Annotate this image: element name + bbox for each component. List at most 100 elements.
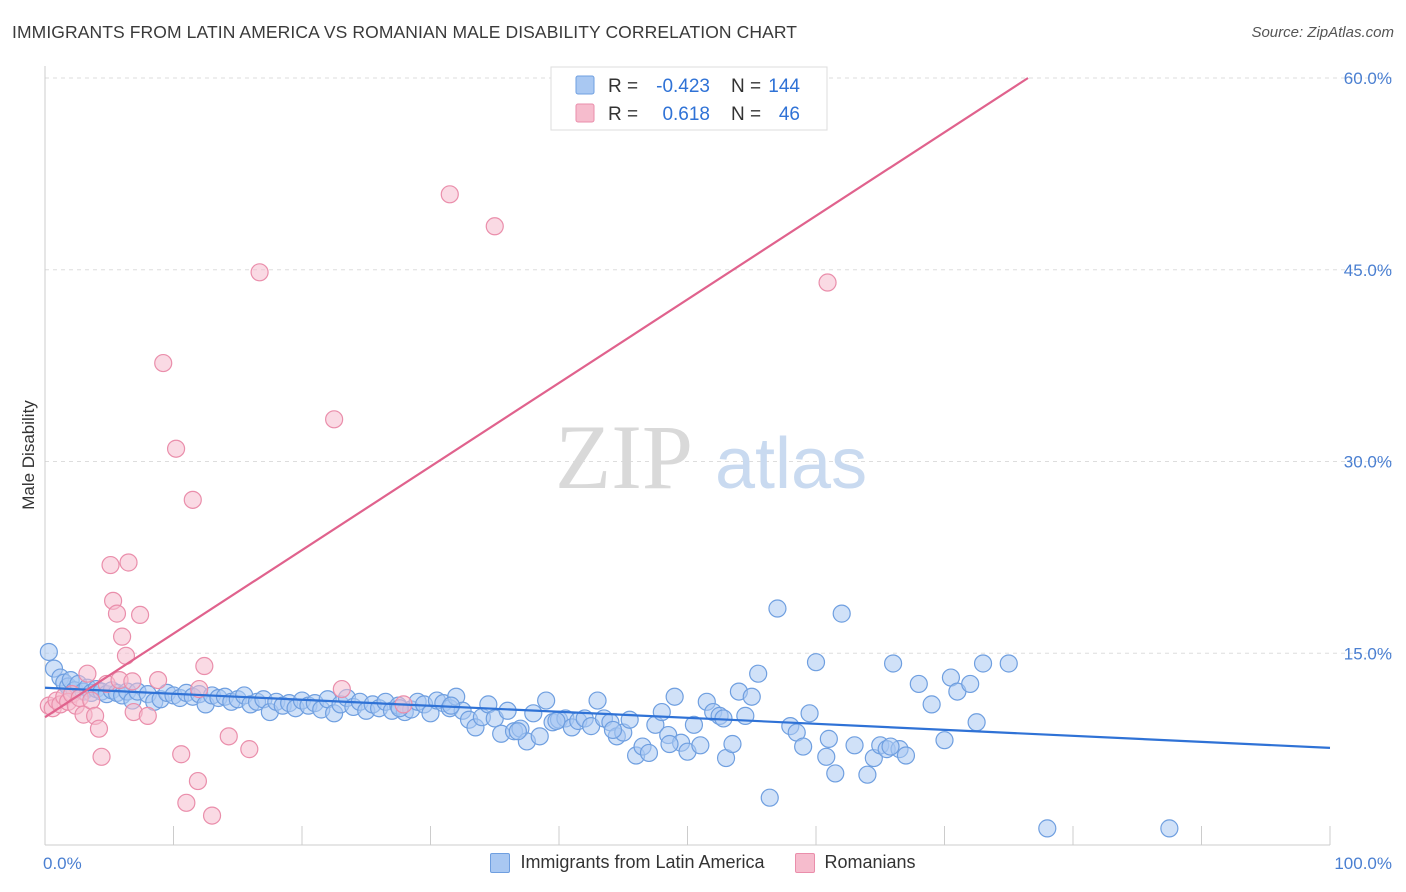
bottom-legend-swatch-pink (794, 852, 815, 873)
data-point-latin-america (660, 734, 679, 754)
data-point-latin-america (973, 654, 993, 673)
data-point-latin-america (832, 604, 851, 623)
data-point-latin-america (760, 788, 779, 807)
data-point-latin-america (665, 687, 684, 706)
data-point-latin-america (794, 737, 813, 756)
data-point-latin-america (909, 674, 928, 694)
y-tick-label: 45.0% (1344, 261, 1392, 280)
data-point-latin-america (922, 695, 941, 714)
data-point-romanians (138, 706, 157, 725)
trend-line-latin-america (44, 686, 1331, 749)
data-point-romanians (119, 553, 138, 572)
y-tick-label: 60.0% (1344, 69, 1392, 88)
bottom-legend-item-romanians: Romanians (794, 852, 916, 873)
data-point-romanians (177, 793, 196, 812)
bottom-legend-label-romanians: Romanians (824, 852, 916, 872)
legend-n-value-1: 144 (768, 76, 800, 97)
grid-lines (45, 77, 1392, 654)
data-point-latin-america (817, 747, 836, 766)
bottom-legend-swatch-blue (490, 852, 511, 873)
legend-n-label-2: N = (731, 104, 761, 125)
data-point-latin-america (639, 743, 659, 763)
axes (44, 66, 1331, 846)
bottom-legend: Immigrants from Latin America Romanians (0, 852, 1406, 873)
legend-r-value-1: -0.423 (656, 76, 710, 97)
legend-swatch-blue (575, 75, 595, 95)
data-point-romanians (183, 490, 202, 509)
legend-n-value-2: 46 (779, 104, 800, 125)
data-point-romanians (240, 740, 259, 759)
tick-labels: 15.0% 30.0% 45.0% 60.0% 0.0% 100.0% (43, 69, 1392, 873)
data-point-latin-america (935, 731, 954, 750)
data-point-latin-america (508, 722, 527, 741)
data-point-latin-america (826, 764, 845, 783)
data-point-romanians (190, 679, 209, 699)
data-point-latin-america (524, 704, 543, 723)
legend-swatch-pink (575, 103, 595, 123)
y-tick-label: 15.0% (1344, 644, 1392, 663)
data-point-romanians (440, 185, 459, 204)
data-point-romanians (92, 747, 111, 766)
data-point-romanians (219, 727, 238, 746)
data-point-romanians (112, 627, 132, 646)
data-point-romanians (172, 745, 191, 764)
data-point-latin-america (749, 664, 768, 683)
data-point-latin-america (999, 654, 1018, 673)
data-point-latin-america (806, 653, 826, 672)
data-point-romanians (188, 771, 208, 791)
data-point-romanians (82, 691, 101, 710)
watermark-zip: ZIP (555, 406, 693, 508)
x-tick-label-max: 100.0% (1334, 854, 1392, 873)
data-point-romanians (89, 719, 109, 738)
data-point-latin-america (896, 746, 916, 765)
data-point-romanians (250, 263, 269, 282)
data-point-latin-america (1160, 819, 1179, 838)
chart-title: IMMIGRANTS FROM LATIN AMERICA VS ROMANIA… (12, 22, 798, 42)
data-point-romanians (202, 806, 222, 825)
data-point-latin-america (819, 729, 838, 748)
data-point-latin-america (723, 734, 742, 754)
data-point-romanians (78, 664, 97, 683)
legend-r-label-1: R = (608, 76, 638, 97)
data-point-latin-america (603, 720, 623, 740)
bottom-legend-label-latin-america: Immigrants from Latin America (520, 852, 765, 872)
series-romanians-points (39, 185, 837, 825)
data-point-romanians (325, 410, 344, 429)
data-point-latin-america (684, 715, 704, 734)
data-point-latin-america (742, 687, 761, 706)
data-point-latin-america (845, 736, 864, 755)
data-point-romanians (485, 217, 504, 236)
data-point-latin-america (547, 711, 566, 731)
y-axis-label: Male Disability (19, 400, 38, 510)
bottom-legend-item-latin-america: Immigrants from Latin America (490, 852, 765, 873)
y-tick-label: 30.0% (1344, 453, 1392, 472)
data-point-romanians (818, 273, 837, 292)
watermark-atlas: atlas (715, 424, 867, 504)
data-point-latin-america (537, 691, 556, 710)
legend-n-label-1: N = (731, 76, 761, 97)
legend-r-value-2: 0.618 (662, 104, 710, 125)
data-point-latin-america (1038, 819, 1057, 838)
legend-r-label-2: R = (608, 104, 638, 125)
data-point-romanians (101, 555, 120, 575)
watermark: ZIP atlas (555, 406, 867, 508)
data-point-latin-america (691, 736, 710, 755)
data-point-latin-america (530, 727, 549, 746)
data-point-romanians (332, 679, 351, 699)
data-point-romanians (148, 670, 168, 690)
data-point-latin-america (800, 704, 819, 723)
data-point-latin-america (967, 713, 986, 732)
legend-box: R = -0.423 N = 144 R = 0.618 N = 46 (550, 66, 828, 131)
data-point-romanians (107, 604, 127, 623)
data-point-romanians (123, 672, 142, 691)
source-label: Source: ZipAtlas.com (1251, 24, 1394, 41)
data-point-latin-america (768, 599, 787, 618)
data-point-romanians (130, 605, 150, 625)
data-point-latin-america (881, 737, 900, 756)
data-point-latin-america (588, 691, 607, 710)
trend-line-romanians (44, 77, 1029, 719)
data-point-latin-america (961, 674, 980, 694)
data-point-romanians (154, 353, 173, 373)
data-point-latin-america (883, 654, 903, 673)
